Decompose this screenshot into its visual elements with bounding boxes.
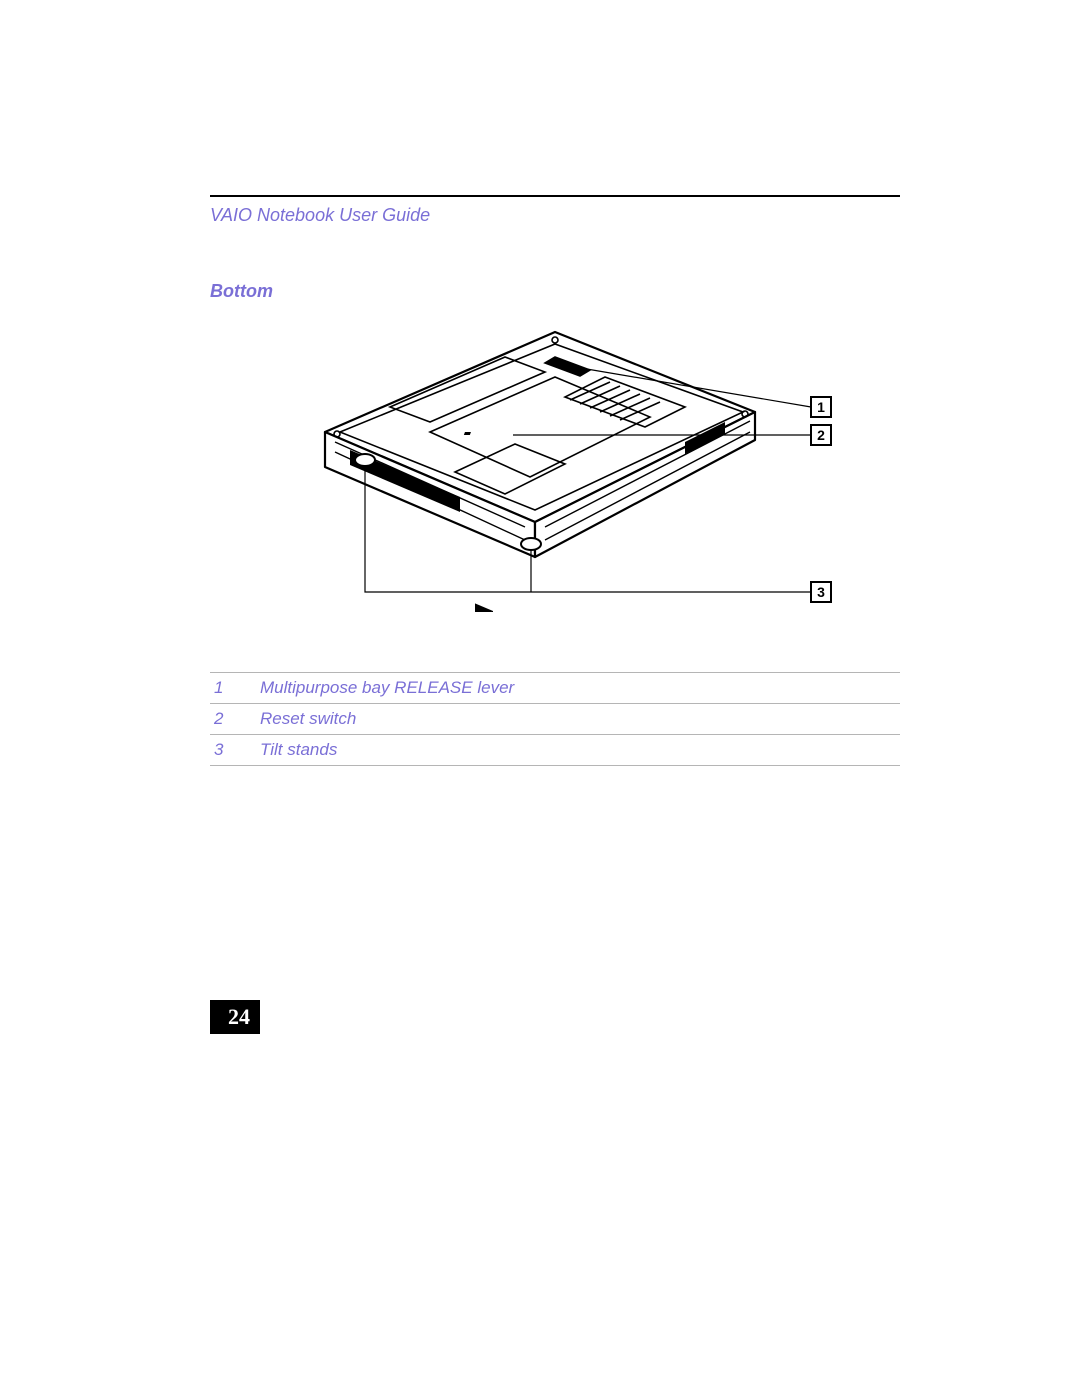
legend-label: Tilt stands	[260, 735, 900, 766]
page-content: VAIO Notebook User Guide Bottom	[210, 195, 900, 766]
legend-row: 3 Tilt stands	[210, 735, 900, 766]
callout-2: 2	[811, 425, 831, 445]
svg-text:1: 1	[817, 399, 825, 415]
diagram: 1 2 3	[255, 322, 855, 617]
page-number: 24	[210, 1000, 260, 1034]
legend-num: 3	[210, 735, 260, 766]
section-heading: Bottom	[210, 281, 900, 302]
legend-row: 2 Reset switch	[210, 704, 900, 735]
legend-row: 1 Multipurpose bay RELEASE lever	[210, 673, 900, 704]
callout-3: 3	[811, 582, 831, 602]
laptop-bottom-illustration: 1 2 3	[255, 322, 855, 612]
legend-label: Reset switch	[260, 704, 900, 735]
svg-text:3: 3	[817, 584, 825, 600]
legend-num: 1	[210, 673, 260, 704]
callout-boxes: 1 2 3	[811, 397, 831, 602]
callout-1: 1	[811, 397, 831, 417]
legend-num: 2	[210, 704, 260, 735]
legend-label: Multipurpose bay RELEASE lever	[260, 673, 900, 704]
legend-table: 1 Multipurpose bay RELEASE lever 2 Reset…	[210, 672, 900, 766]
header-rule	[210, 195, 900, 197]
svg-text:2: 2	[817, 427, 825, 443]
doc-title: VAIO Notebook User Guide	[210, 205, 900, 226]
